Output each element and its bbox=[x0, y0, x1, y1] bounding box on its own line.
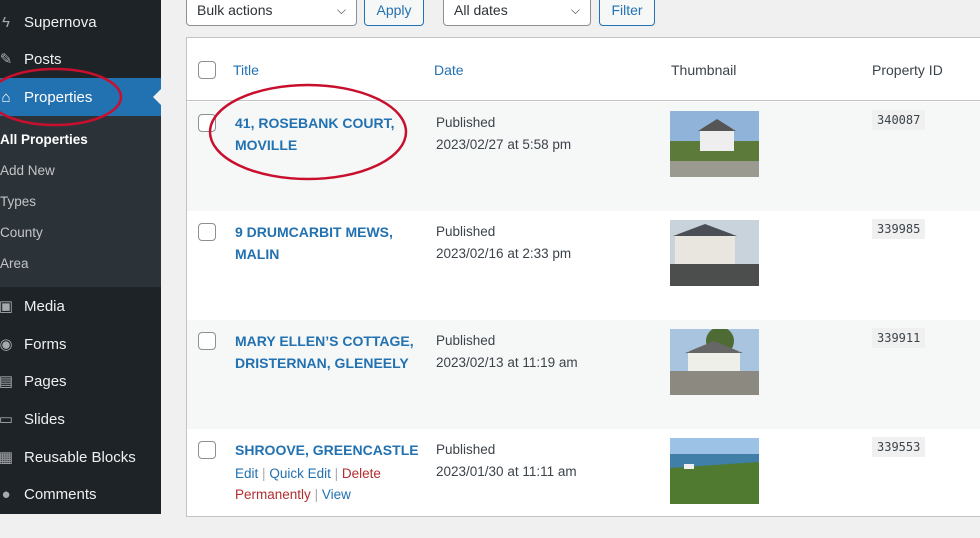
row-actions: Edit | Quick Edit | Delete Permanently |… bbox=[235, 466, 381, 502]
property-thumbnail bbox=[670, 329, 759, 395]
row-checkbox[interactable] bbox=[198, 441, 216, 459]
submenu-area[interactable]: Area bbox=[0, 256, 29, 271]
chevron-down-icon: ⌵ bbox=[570, 2, 580, 17]
properties-table: Title Date Thumbnail Property ID 41, ROS… bbox=[186, 37, 980, 517]
submenu-types[interactable]: Types bbox=[0, 194, 37, 209]
post-date: Published 2023/02/16 at 2:33 pm bbox=[436, 224, 572, 261]
post-date: Published 2023/02/13 at 11:19 am bbox=[436, 333, 578, 370]
menu-reusable-blocks[interactable]: ▦ Reusable Blocks bbox=[0, 438, 161, 476]
property-thumbnail bbox=[670, 438, 759, 504]
quick-edit-link[interactable]: Quick Edit bbox=[269, 466, 331, 481]
property-thumbnail bbox=[670, 111, 759, 177]
column-date[interactable]: Date bbox=[434, 62, 464, 78]
row-checkbox[interactable] bbox=[198, 114, 216, 132]
property-id: 339911 bbox=[872, 328, 926, 348]
row-checkbox[interactable] bbox=[198, 223, 216, 241]
column-title[interactable]: Title bbox=[233, 62, 259, 78]
menu-posts[interactable]: ✎ Posts bbox=[0, 40, 161, 78]
submenu-all-properties[interactable]: All Properties bbox=[0, 132, 88, 147]
apply-button[interactable]: Apply bbox=[364, 0, 424, 26]
admin-sidebar: ϟ Supernova ✎ Posts ⌂ Properties All Proper… bbox=[0, 0, 161, 514]
bulk-actions-select[interactable]: Bulk actions ⌵ bbox=[186, 0, 357, 26]
slides-icon: ▭ bbox=[0, 411, 14, 428]
menu-pages[interactable]: ▤ Pages bbox=[0, 362, 161, 400]
property-title-link[interactable]: 9 DRUMCARBIT MEWS, MALIN bbox=[235, 224, 393, 262]
property-id: 340087 bbox=[872, 110, 926, 130]
column-thumbnail: Thumbnail bbox=[671, 62, 737, 78]
menu-slides[interactable]: ▭ Slides bbox=[0, 400, 161, 438]
media-icon: ▣ bbox=[0, 298, 14, 315]
property-title-link[interactable]: MARY ELLEN’S COTTAGE, DRISTERNAN, GLENEE… bbox=[235, 333, 414, 371]
forms-icon: ◉ bbox=[0, 336, 13, 353]
table-header: Title Date Thumbnail Property ID bbox=[187, 38, 980, 101]
property-title-link[interactable]: SHROOVE, GREENCASTLE bbox=[235, 442, 419, 458]
property-thumbnail bbox=[670, 220, 759, 286]
submenu-county[interactable]: County bbox=[0, 225, 43, 240]
submenu-add-new[interactable]: Add New bbox=[0, 163, 55, 178]
property-id: 339553 bbox=[872, 437, 926, 457]
column-property-id: Property ID bbox=[872, 62, 943, 78]
delete-permanently-link[interactable]: Delete Permanently bbox=[235, 466, 381, 502]
menu-supernova[interactable]: ϟ Supernova bbox=[0, 3, 161, 41]
view-link[interactable]: View bbox=[321, 487, 351, 502]
edit-link[interactable]: Edit bbox=[235, 466, 259, 481]
table-row: 41, ROSEBANK COURT, MOVILLE Published 202… bbox=[187, 102, 980, 211]
date-filter-select[interactable]: All dates ⌵ bbox=[443, 0, 591, 26]
table-row: MARY ELLEN’S COTTAGE, DRISTERNAN, GLENEE… bbox=[187, 320, 980, 429]
menu-properties[interactable]: ⌂ Properties bbox=[0, 78, 161, 116]
chevron-down-icon: ⌵ bbox=[336, 2, 346, 17]
post-date: Published 2023/01/30 at 11:11 am bbox=[436, 442, 577, 479]
blocks-icon: ▦ bbox=[0, 449, 14, 466]
menu-comments[interactable]: ● Comments bbox=[0, 475, 161, 513]
select-all-checkbox[interactable] bbox=[198, 61, 216, 79]
table-row: SHROOVE, GREENCASTLE Edit | Quick Edit |… bbox=[187, 429, 980, 538]
home-icon: ⌂ bbox=[1, 88, 11, 106]
pages-icon: ▤ bbox=[0, 373, 14, 390]
comment-icon: ● bbox=[1, 485, 11, 503]
filter-button[interactable]: Filter bbox=[599, 0, 655, 26]
property-title-link[interactable]: 41, ROSEBANK COURT, MOVILLE bbox=[235, 115, 395, 153]
bolt-icon: ϟ bbox=[2, 13, 10, 31]
table-row: 9 DRUMCARBIT MEWS, MALIN Published 2023/0… bbox=[187, 211, 980, 320]
post-date: Published 2023/02/27 at 5:58 pm bbox=[436, 115, 572, 152]
menu-forms[interactable]: ◉ Forms bbox=[0, 325, 161, 363]
property-id: 339985 bbox=[872, 219, 926, 239]
properties-submenu: All Properties Add New Types County Area bbox=[0, 116, 161, 287]
row-checkbox[interactable] bbox=[198, 332, 216, 350]
menu-media[interactable]: ▣ Media bbox=[0, 287, 161, 325]
pin-icon: ✎ bbox=[0, 51, 13, 68]
